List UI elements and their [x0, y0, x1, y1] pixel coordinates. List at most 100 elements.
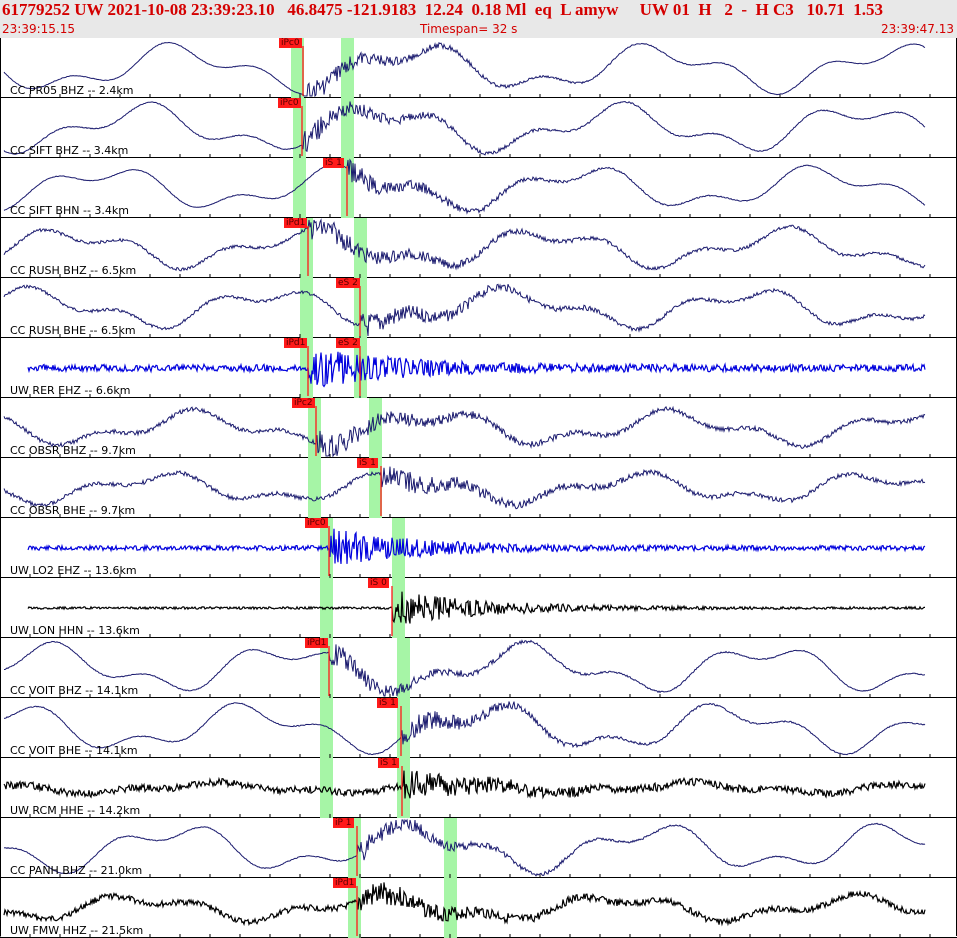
waveform	[3, 218, 926, 272]
end-time: 23:39:47.13	[881, 22, 954, 36]
timespan-label: Timespan= 32 s	[420, 22, 518, 36]
trace-plot	[0, 638, 931, 698]
pick-window	[444, 878, 457, 938]
pick-label[interactable]: iPd1	[333, 878, 357, 888]
waveform	[4, 639, 926, 697]
trace-plot	[0, 38, 931, 98]
waveform	[3, 882, 926, 927]
trace-panel[interactable]: iS 1 UW RCM HHE -- 14.2km	[0, 758, 957, 818]
pick-window	[308, 458, 321, 518]
trace-plot	[0, 758, 931, 818]
station-label: UW LON HHN -- 13.6km	[10, 624, 140, 637]
pick-window	[348, 878, 361, 938]
trace-panel[interactable]: iPc0 CC PR05 BHZ -- 2.4km	[0, 38, 957, 98]
pick-window	[397, 698, 410, 758]
trace-panel[interactable]: iPc0 CC SIFT BHZ -- 3.4km	[0, 98, 957, 158]
pick-window	[320, 518, 333, 578]
waveform	[3, 158, 926, 215]
pick-label[interactable]: iS 0	[368, 578, 389, 588]
pick-label[interactable]: iPc0	[279, 38, 302, 48]
trace-plot	[0, 98, 931, 158]
pick-window	[300, 338, 313, 398]
trace-panel[interactable]: eS 2 CC RUSH BHE -- 6.5km	[0, 278, 957, 338]
pick-label[interactable]: iPc0	[278, 98, 301, 108]
pick-label[interactable]: iP 1	[333, 818, 354, 828]
pick-label[interactable]: iS 1	[377, 698, 398, 708]
pick-window	[300, 278, 313, 338]
pick-window	[348, 818, 361, 878]
trace-panel[interactable]: iS 0 UW LON HHN -- 13.6km	[0, 578, 957, 638]
pick-window	[320, 698, 333, 758]
trace-panel[interactable]: iS 1 CC VOIT BHE -- 14.1km	[0, 698, 957, 758]
station-label: CC OBSR BHE -- 9.7km	[10, 504, 136, 517]
pick-label[interactable]: iPd1	[284, 338, 308, 348]
waveform	[3, 41, 926, 98]
station-label: CC VOIT BHZ -- 14.1km	[10, 684, 139, 697]
station-label: CC VOIT BHE -- 14.1km	[10, 744, 138, 757]
pick-window	[341, 98, 354, 158]
waveform	[3, 770, 926, 800]
seismogram-traces: iPc0 CC PR05 BHZ -- 2.4km iPc0 CC SIFT BHZ …	[0, 38, 957, 938]
waveform	[27, 591, 925, 624]
station-label: CC PR05 BHZ -- 2.4km	[10, 84, 134, 97]
station-label: CC OBSR BHZ -- 9.7km	[10, 444, 136, 457]
pick-label[interactable]: eS 2	[336, 338, 360, 348]
pick-window	[392, 518, 405, 578]
pick-label[interactable]: iS 1	[357, 458, 378, 468]
trace-plot	[0, 338, 931, 398]
station-label: CC RUSH BHE -- 6.5km	[10, 324, 136, 337]
station-label: UW LO2 EHZ -- 13.6km	[10, 564, 137, 577]
pick-label[interactable]: eS 2	[336, 278, 360, 288]
trace-plot	[0, 518, 931, 578]
station-label: CC PANH BHZ -- 21.0km	[10, 864, 143, 877]
pick-window	[397, 638, 410, 698]
trace-panel[interactable]: iPd1 CC VOIT BHZ -- 14.1km	[0, 638, 957, 698]
trace-plot	[0, 398, 931, 458]
trace-panel[interactable]: iPd1 UW FMW HHZ -- 21.5km	[0, 878, 957, 938]
pick-window	[293, 98, 306, 158]
pick-label[interactable]: iPc2	[292, 398, 315, 408]
trace-panel[interactable]: iPd1 CC RUSH BHZ -- 6.5km	[0, 218, 957, 278]
station-label: UW RCM HHE -- 14.2km	[10, 804, 141, 817]
waveform	[3, 405, 926, 458]
station-label: CC SIFT BHN -- 3.4km	[10, 204, 129, 217]
waveform	[3, 100, 926, 156]
trace-panel[interactable]: iS 1 CC OBSR BHE -- 9.7km	[0, 458, 957, 518]
trace-plot	[0, 158, 931, 218]
pick-window	[397, 758, 410, 818]
pick-label[interactable]: iPc0	[305, 518, 328, 528]
station-label: CC SIFT BHZ -- 3.4km	[10, 144, 129, 157]
waveform	[3, 283, 926, 337]
pick-window	[320, 758, 333, 818]
pick-window	[293, 158, 306, 218]
waveform	[3, 466, 926, 510]
waveform	[27, 351, 926, 388]
waveform	[27, 528, 926, 564]
waveform	[3, 701, 926, 756]
pick-window	[300, 218, 313, 278]
trace-plot	[0, 578, 931, 638]
trace-plot	[0, 278, 931, 338]
pick-label[interactable]: iPd1	[284, 218, 308, 228]
trace-panel[interactable]: iPc0 UW LO2 EHZ -- 13.6km	[0, 518, 957, 578]
station-label: UW RER EHZ -- 6.6km	[10, 384, 131, 397]
station-label: UW FMW HHZ -- 21.5km	[10, 924, 144, 937]
trace-panel[interactable]: iS 1 CC SIFT BHN -- 3.4km	[0, 158, 957, 218]
pick-label[interactable]: iS 1	[378, 758, 399, 768]
waveform	[3, 818, 926, 877]
station-label: CC RUSH BHZ -- 6.5km	[10, 264, 137, 277]
trace-plot	[0, 698, 931, 758]
trace-plot	[0, 458, 931, 518]
time-row: 23:39:15.15 Timespan= 32 s 23:39:47.13	[0, 21, 957, 37]
pick-label[interactable]: iS 1	[323, 158, 344, 168]
trace-panel[interactable]: iPd1 eS 2 UW RER EHZ -- 6.6km	[0, 338, 957, 398]
trace-plot	[0, 218, 931, 278]
pick-label[interactable]: iPd1	[305, 638, 329, 648]
start-time: 23:39:15.15	[2, 22, 75, 36]
trace-panel[interactable]: iPc2 CC OBSR BHZ -- 9.7km	[0, 398, 957, 458]
header-bar: 61779252 UW 2021-10-08 23:39:23.10 46.84…	[0, 0, 957, 38]
trace-plot	[0, 878, 931, 938]
trace-panel[interactable]: iP 1 CC PANH BHZ -- 21.0km	[0, 818, 957, 878]
pick-window	[291, 38, 304, 98]
trace-plot	[0, 818, 931, 878]
